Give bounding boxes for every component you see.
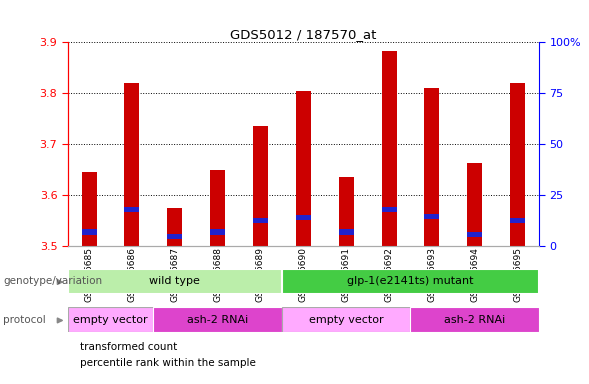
Bar <box>424 214 439 219</box>
Bar <box>167 208 183 246</box>
Bar <box>124 207 140 212</box>
Bar <box>382 51 396 246</box>
Bar <box>382 207 396 212</box>
Text: genotype/variation: genotype/variation <box>3 276 102 286</box>
Text: percentile rank within the sample: percentile rank within the sample <box>80 358 256 368</box>
Text: empty vector: empty vector <box>73 314 148 325</box>
Bar <box>510 218 525 223</box>
Bar <box>467 232 482 237</box>
Bar <box>167 234 183 239</box>
Text: glp-1(e2141ts) mutant: glp-1(e2141ts) mutant <box>347 276 474 286</box>
Bar <box>296 215 311 220</box>
Bar <box>282 269 539 294</box>
Bar <box>339 230 353 235</box>
Bar <box>68 269 282 294</box>
Text: ash-2 RNAi: ash-2 RNAi <box>444 314 505 325</box>
Bar <box>210 230 225 235</box>
Bar <box>296 91 311 246</box>
Bar <box>467 163 482 246</box>
Bar <box>339 177 353 246</box>
Bar <box>153 307 282 332</box>
Bar <box>124 83 140 246</box>
Text: empty vector: empty vector <box>309 314 383 325</box>
Bar <box>82 172 97 246</box>
Bar <box>510 83 525 246</box>
Bar <box>82 230 97 235</box>
Bar <box>253 126 268 246</box>
Text: protocol: protocol <box>3 315 46 325</box>
Text: wild type: wild type <box>150 276 200 286</box>
Bar <box>411 307 539 332</box>
Text: transformed count: transformed count <box>80 342 177 352</box>
Bar <box>68 307 153 332</box>
Bar <box>282 307 411 332</box>
Bar <box>424 88 439 246</box>
Title: GDS5012 / 187570_at: GDS5012 / 187570_at <box>230 28 376 41</box>
Text: ash-2 RNAi: ash-2 RNAi <box>187 314 249 325</box>
Bar <box>253 218 268 223</box>
Bar <box>210 170 225 246</box>
